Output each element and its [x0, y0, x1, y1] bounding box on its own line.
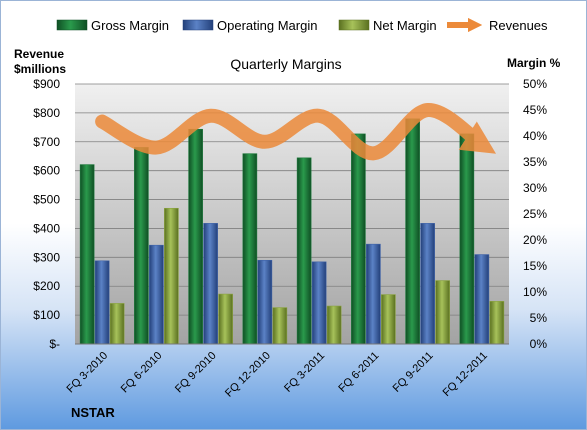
right-tick-label: 15%: [523, 259, 547, 273]
bar-operating-margin: [311, 261, 327, 345]
revenue-line: [95, 103, 497, 161]
right-tick-label: 0%: [530, 337, 548, 351]
left-tick-label: $400: [33, 221, 60, 235]
bar-operating-margin: [257, 259, 273, 345]
left-tick-label: $100: [33, 308, 60, 322]
x-tick-label: FQ 9-2011: [391, 350, 436, 395]
legend-item-net-margin: Net Margin: [338, 18, 437, 33]
legend: Gross Margin Operating Margin Net Margin…: [56, 17, 548, 33]
left-axis-ticks: $- $100 $200 $300 $400 $500 $600 $700 $800 $900: [33, 77, 60, 351]
chart-title: Quarterly Margins: [230, 56, 341, 72]
legend-swatch-operating-margin: [182, 19, 214, 31]
bar-gross-margin: [351, 133, 366, 345]
right-tick-label: 25%: [523, 207, 547, 221]
left-axis-title-line2: $millions: [14, 62, 66, 76]
bar-gross-margin: [405, 118, 420, 345]
bars: [79, 118, 505, 345]
left-axis-title-line1: Revenue: [14, 47, 64, 61]
legend-item-operating-margin: Operating Margin: [182, 18, 317, 33]
bar-gross-margin: [188, 128, 203, 345]
x-axis-labels: FQ 3-2010 FQ 6-2010 FQ 9-2010 FQ 12-2010 FQ …: [65, 350, 490, 400]
bar-gross-margin: [242, 153, 258, 345]
bar-operating-margin: [420, 223, 435, 345]
x-tick-label: FQ 6-2011: [336, 350, 381, 395]
bar-gross-margin: [134, 147, 149, 345]
bar-operating-margin: [474, 254, 490, 345]
right-axis-title: Margin %: [507, 56, 561, 70]
legend-swatch-net-margin: [338, 19, 370, 31]
x-tick-label: FQ 3-2010: [65, 350, 111, 396]
left-tick-label: $700: [33, 135, 60, 149]
x-tick-label: FQ 9-2010: [173, 350, 219, 396]
bar-net-margin: [218, 293, 233, 345]
bar-net-margin: [381, 294, 396, 345]
legend-label-operating-margin: Operating Margin: [217, 18, 317, 33]
left-tick-label: $800: [33, 106, 60, 120]
bar-gross-margin: [79, 164, 95, 345]
bar-gross-margin: [459, 133, 475, 345]
x-tick-label: FQ 12-2010: [223, 350, 273, 400]
x-tick-label: FQ 12-2011: [441, 350, 490, 399]
source-label: NSTAR: [71, 405, 115, 420]
left-tick-label: $900: [33, 77, 60, 91]
right-tick-label: 40%: [523, 129, 547, 143]
x-tick-label: FQ 3-2011: [282, 350, 327, 395]
bar-operating-margin: [203, 223, 218, 345]
left-tick-label: $600: [33, 164, 60, 178]
legend-label-net-margin: Net Margin: [373, 18, 437, 33]
bar-net-margin: [435, 280, 450, 345]
bar-operating-margin: [149, 244, 164, 345]
bar-operating-margin: [366, 243, 381, 345]
right-tick-label: 35%: [523, 155, 547, 169]
bar-net-margin: [272, 307, 288, 345]
legend-label-gross-margin: Gross Margin: [91, 18, 169, 33]
right-tick-label: 30%: [523, 181, 547, 195]
x-tick-label: FQ 6-2010: [119, 350, 165, 396]
legend-swatch-gross-margin: [56, 19, 88, 31]
left-tick-label: $-: [49, 337, 60, 351]
bar-net-margin: [109, 303, 125, 345]
legend-label-revenues: Revenues: [489, 18, 548, 33]
bar-operating-margin: [94, 260, 110, 345]
bar-net-margin: [326, 305, 342, 345]
right-tick-label: 10%: [523, 285, 547, 299]
bar-net-margin: [489, 301, 505, 345]
right-tick-label: 20%: [523, 233, 547, 247]
right-tick-label: 45%: [523, 103, 547, 117]
left-tick-label: $500: [33, 193, 60, 207]
legend-item-revenues: Revenues: [447, 17, 548, 33]
right-tick-label: 5%: [530, 311, 548, 325]
legend-item-gross-margin: Gross Margin: [56, 18, 169, 33]
left-tick-label: $300: [33, 250, 60, 264]
right-tick-label: 50%: [523, 77, 547, 91]
bar-net-margin: [164, 207, 179, 345]
bar-gross-margin: [296, 157, 312, 345]
right-axis-ticks: 0% 5% 10% 15% 20% 25% 30% 35% 40% 45% 50%: [523, 77, 547, 351]
left-tick-label: $200: [33, 279, 60, 293]
